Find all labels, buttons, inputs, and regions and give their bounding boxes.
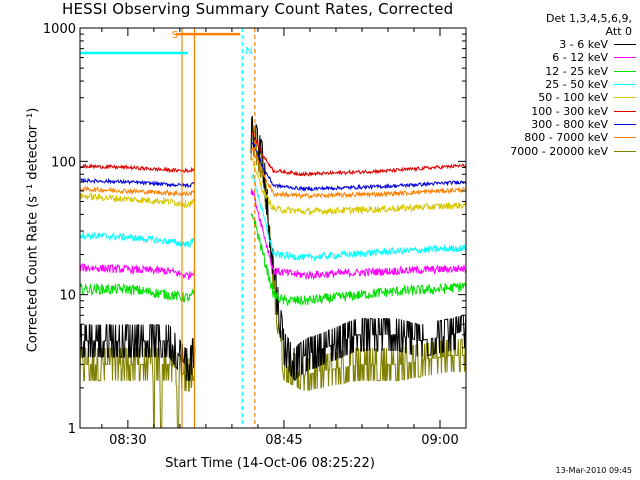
chart-title: HESSI Observing Summary Count Rates, Cor… [62,0,454,18]
series-line-1 [79,188,467,281]
x-tick-label: 08:45 [265,433,302,448]
legend-item-swatch [614,150,636,152]
legend-item-swatch [614,137,636,139]
legend-item-label: 25 - 50 keV [545,78,608,92]
series-line-2 [79,212,467,307]
legend-item-label: 300 - 800 keV [531,117,608,131]
legend-item: 3 - 6 keV [476,38,636,51]
y-tick-label: 1000 [43,22,76,37]
legend-item-swatch [614,57,636,59]
x-tick-label: 08:30 [109,433,146,448]
plot-frame [79,27,467,429]
legend-item-label: 50 - 100 keV [538,91,608,105]
legend-item: 6 - 12 keV [476,51,636,64]
y-tick-label: 10 [59,289,76,304]
saa-flag-label: S [172,30,178,41]
y-tick-label: 1 [68,422,76,437]
series-line-0 [79,115,467,382]
legend-header-attenuator: Att 0 [605,25,632,38]
series-line-7 [79,146,467,200]
legend-item-label: 800 - 7000 keV [524,131,608,145]
legend-item: 25 - 50 keV [476,78,636,91]
series-line-6 [79,142,466,193]
legend-item-label: 3 - 6 keV [559,38,608,52]
legend-item-swatch [614,84,636,86]
legend-item-swatch [614,44,636,46]
series-line-5 [79,131,467,177]
legend: Det 1,3,4,5,6,9, Att 0 3 - 6 keV 6 - 12 k… [476,12,636,158]
legend-item: 7000 - 20000 keV [476,144,636,158]
legend-item: 100 - 300 keV [476,104,636,118]
legend-item: 50 - 100 keV [476,91,636,104]
legend-item: 800 - 7000 keV [476,131,636,144]
y-axis-label: Corrected Count Rate (s⁻¹ detector⁻¹) [25,107,41,353]
legend-item-swatch [614,123,636,125]
legend-item-label: 7000 - 20000 keV [510,144,608,158]
plot-timestamp: 13-Mar-2010 09:45 [555,466,633,475]
legend-item-swatch [614,97,636,99]
night-flag-label: N [245,46,252,57]
legend-item-label: 100 - 300 keV [531,104,608,118]
series-line-3 [79,172,466,263]
legend-item-swatch [614,110,636,112]
x-tick-label: 09:00 [421,433,458,448]
legend-item-swatch [614,70,636,72]
x-axis-label: Start Time (14-Oct-06 08:25:22) [165,456,375,471]
legend-item: 12 - 25 keV [476,65,636,78]
legend-item-label: 6 - 12 keV [552,51,608,65]
legend-header-detectors: Det 1,3,4,5,6,9, [545,12,632,25]
series-line-4 [79,156,467,216]
y-tick-label: 100 [51,155,76,170]
legend-item-label: 12 - 25 keV [545,64,608,78]
legend-item: 300 - 800 keV [476,118,636,131]
